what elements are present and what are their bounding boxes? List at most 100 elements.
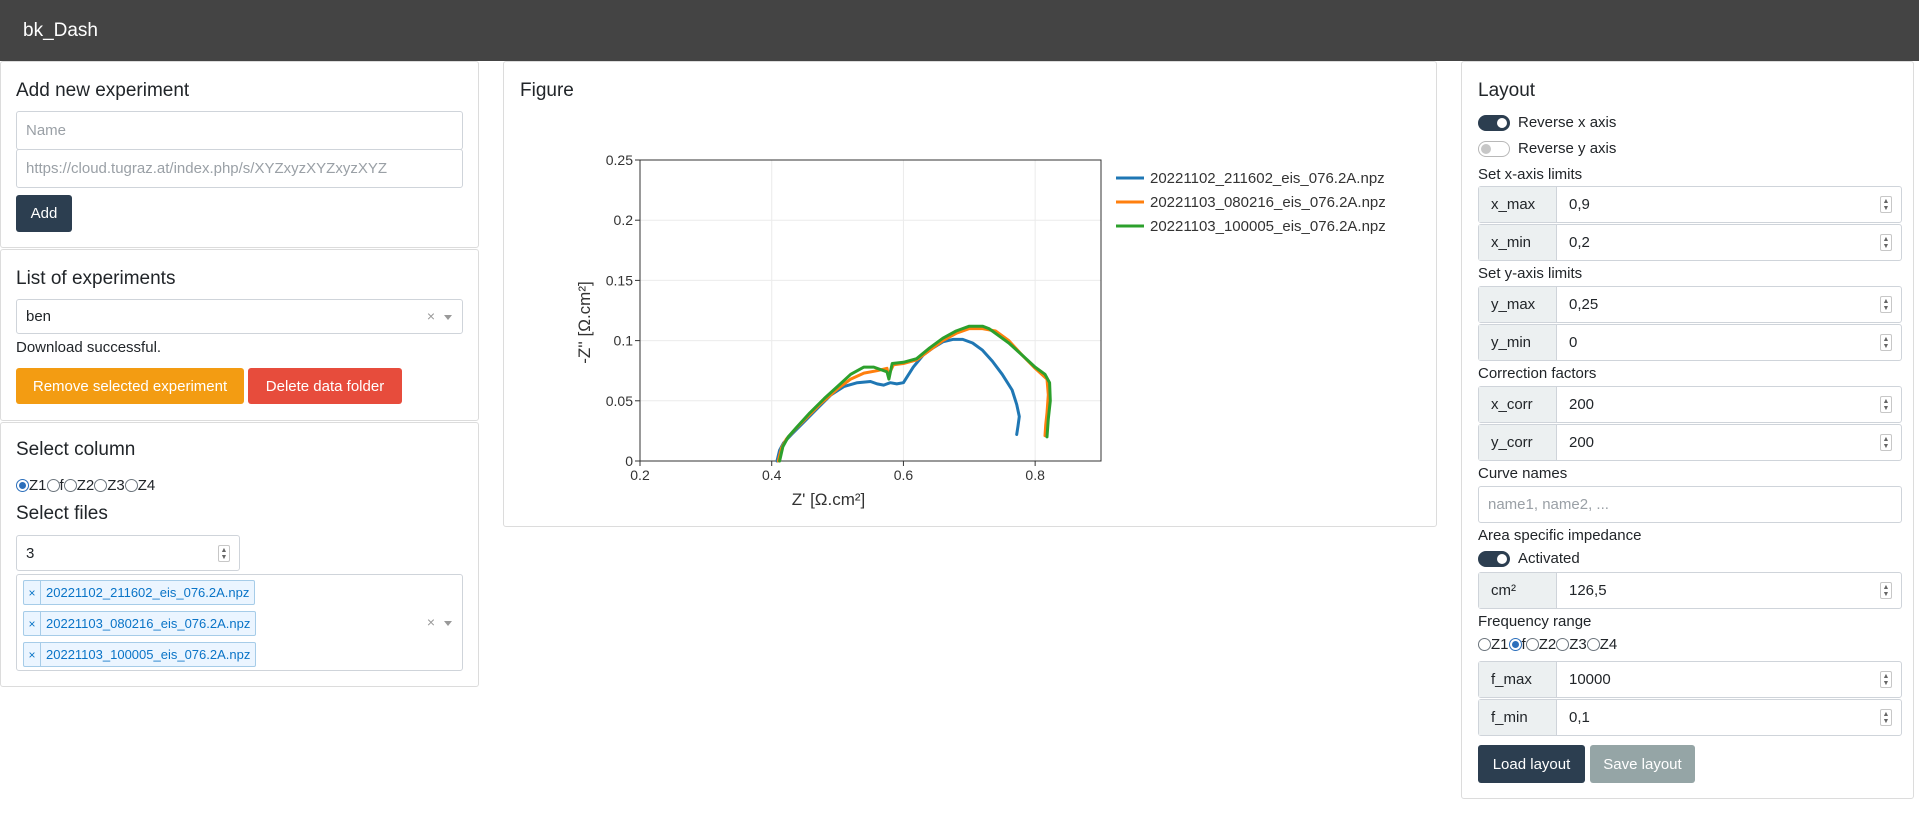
file-tag: × 20221103_100005_eis_076.2A.npz: [23, 642, 257, 667]
add-button[interactable]: Add: [16, 195, 72, 232]
f-min-addon: f_min: [1479, 700, 1557, 735]
f-max-value: 10000: [1569, 671, 1611, 688]
radio-label-z4: Z4: [137, 477, 156, 494]
load-layout-button[interactable]: Load layout: [1478, 745, 1585, 783]
remove-tag-icon[interactable]: ×: [24, 581, 41, 604]
clear-icon[interactable]: ×: [426, 614, 435, 630]
radio-f[interactable]: [1508, 638, 1522, 651]
download-status: Download successful.: [16, 339, 162, 356]
radio-z3[interactable]: [94, 479, 108, 492]
layout-title: Layout: [1478, 80, 1536, 101]
file-count-input[interactable]: 3 ▲ ▼: [16, 535, 240, 571]
curve-names-label: Curve names: [1478, 465, 1568, 482]
save-layout-button[interactable]: Save layout: [1590, 745, 1695, 783]
reverse-y-toggle[interactable]: [1478, 141, 1510, 157]
file-tag-label: 20221103_100005_eis_076.2A.npz: [46, 647, 251, 662]
y-corr-value: 200: [1569, 434, 1595, 451]
asi-label: Area specific impedance: [1478, 527, 1642, 544]
radio-label-f: f: [59, 477, 64, 494]
y-tick-label: 0.25: [606, 152, 633, 168]
reverse-x-label: Reverse x axis: [1518, 114, 1617, 131]
x-min-field[interactable]: x_min 0,2 ▲ ▼: [1478, 224, 1902, 261]
chevron-down-icon[interactable]: [444, 315, 452, 320]
stepper-icon[interactable]: ▲ ▼: [1880, 234, 1892, 251]
stepper-icon[interactable]: ▲ ▼: [1880, 434, 1892, 451]
x-max-field[interactable]: x_max 0,9 ▲ ▼: [1478, 186, 1902, 223]
layout-card: Layout Reverse x axis Reverse y axis Set…: [1461, 61, 1914, 799]
add-experiment-title: Add new experiment: [16, 80, 190, 101]
nyquist-chart[interactable]: 0.2 0.4 0.6 0.8 0 0.05 0.1 0.15 0.2 0.25 Z' [Ω.cm²…: [504, 62, 1438, 528]
y-min-field[interactable]: y_min 0 ▲ ▼: [1478, 324, 1902, 361]
x-tick-label: 0.4: [762, 467, 782, 483]
y-tick-label: 0.1: [614, 333, 634, 349]
experiment-name-input[interactable]: Name: [16, 111, 463, 150]
curve-names-input[interactable]: name1, name2, ...: [1478, 486, 1902, 523]
f-max-addon: f_max: [1479, 662, 1557, 697]
x-min-addon: x_min: [1479, 225, 1557, 260]
reverse-x-toggle[interactable]: [1478, 115, 1510, 131]
clear-icon[interactable]: ×: [426, 308, 435, 324]
column-radio-group: Z1 f Z2 Z3 Z4: [16, 477, 155, 494]
stepper-icon[interactable]: ▲ ▼: [1880, 296, 1892, 313]
correction-label: Correction factors: [1478, 365, 1597, 382]
app-title[interactable]: bk_Dash: [23, 19, 98, 41]
delete-data-folder-button[interactable]: Delete data folder: [248, 368, 402, 404]
radio-label-z3: Z3: [107, 477, 125, 494]
radio-z1[interactable]: [16, 479, 29, 492]
y-min-addon: y_min: [1479, 325, 1557, 360]
radio-label-z2: Z2: [1538, 636, 1557, 653]
radio-z4[interactable]: [124, 479, 138, 492]
select-card: Select column Z1 f Z2 Z3 Z4 Select files…: [0, 422, 479, 687]
radio-label-z3: Z3: [1569, 636, 1587, 653]
select-column-title: Select column: [16, 439, 136, 460]
file-count-value: 3: [26, 544, 35, 562]
freq-radio-group: Z1 f Z2 Z3 Z4: [1478, 636, 1617, 653]
stepper-icon[interactable]: ▲ ▼: [1880, 582, 1892, 599]
figure-title: Figure: [520, 80, 574, 101]
remove-experiment-button[interactable]: Remove selected experiment: [16, 368, 244, 404]
radio-z4[interactable]: [1586, 638, 1600, 651]
f-min-field[interactable]: f_min 0,1 ▲ ▼: [1478, 699, 1902, 736]
experiment-url-input[interactable]: https://cloud.tugraz.at/index.php/s/XYZx…: [16, 149, 463, 188]
file-tag: × 20221103_080216_eis_076.2A.npz: [23, 611, 257, 636]
asi-toggle[interactable]: [1478, 551, 1510, 567]
radio-f[interactable]: [46, 479, 60, 492]
stepper-icon[interactable]: ▲ ▼: [1880, 196, 1892, 213]
experiments-title: List of experiments: [16, 268, 176, 289]
legend-label: 20221103_100005_eis_076.2A.npz: [1150, 218, 1386, 235]
x-max-value: 0,9: [1569, 196, 1590, 213]
stepper-icon[interactable]: ▲ ▼: [1880, 671, 1892, 688]
y-tick-label: 0: [625, 453, 633, 469]
y-corr-field[interactable]: y_corr 200 ▲ ▼: [1478, 424, 1902, 461]
remove-tag-icon[interactable]: ×: [24, 643, 41, 666]
y-axis-label: -Z'' [Ω.cm²]: [575, 281, 594, 363]
radio-z2[interactable]: [63, 479, 77, 492]
radio-label-f: f: [1521, 636, 1526, 653]
f-max-field[interactable]: f_max 10000 ▲ ▼: [1478, 661, 1902, 698]
radio-z1[interactable]: [1478, 638, 1491, 651]
x-tick-label: 0.6: [894, 467, 914, 483]
y-max-field[interactable]: y_max 0,25 ▲ ▼: [1478, 286, 1902, 323]
stepper-icon[interactable]: ▲ ▼: [218, 545, 230, 562]
x-axis-label: Z' [Ω.cm²]: [792, 490, 866, 509]
y-tick-label: 0.15: [606, 272, 633, 288]
stepper-icon[interactable]: ▲ ▼: [1880, 334, 1892, 351]
experiment-select[interactable]: ben ×: [16, 299, 463, 334]
file-tag-label: 20221102_211602_eis_076.2A.npz: [46, 585, 250, 600]
chevron-down-icon[interactable]: [444, 621, 452, 626]
freq-range-label: Frequency range: [1478, 613, 1592, 630]
cm2-field[interactable]: cm² 126,5 ▲ ▼: [1478, 572, 1902, 609]
legend-label: 20221102_211602_eis_076.2A.npz: [1150, 170, 1385, 187]
stepper-icon[interactable]: ▲ ▼: [1880, 709, 1892, 726]
x-corr-field[interactable]: x_corr 200 ▲ ▼: [1478, 386, 1902, 423]
x-corr-addon: x_corr: [1479, 387, 1557, 422]
file-tag: × 20221102_211602_eis_076.2A.npz: [23, 580, 256, 605]
f-min-value: 0,1: [1569, 709, 1590, 726]
select-files-title: Select files: [16, 503, 108, 524]
legend-label: 20221103_080216_eis_076.2A.npz: [1150, 194, 1386, 211]
stepper-icon[interactable]: ▲ ▼: [1880, 396, 1892, 413]
file-multiselect[interactable]: × 20221102_211602_eis_076.2A.npz × 20221…: [16, 574, 463, 671]
remove-tag-icon[interactable]: ×: [24, 612, 41, 635]
radio-z3[interactable]: [1556, 638, 1570, 651]
radio-z2[interactable]: [1525, 638, 1539, 651]
